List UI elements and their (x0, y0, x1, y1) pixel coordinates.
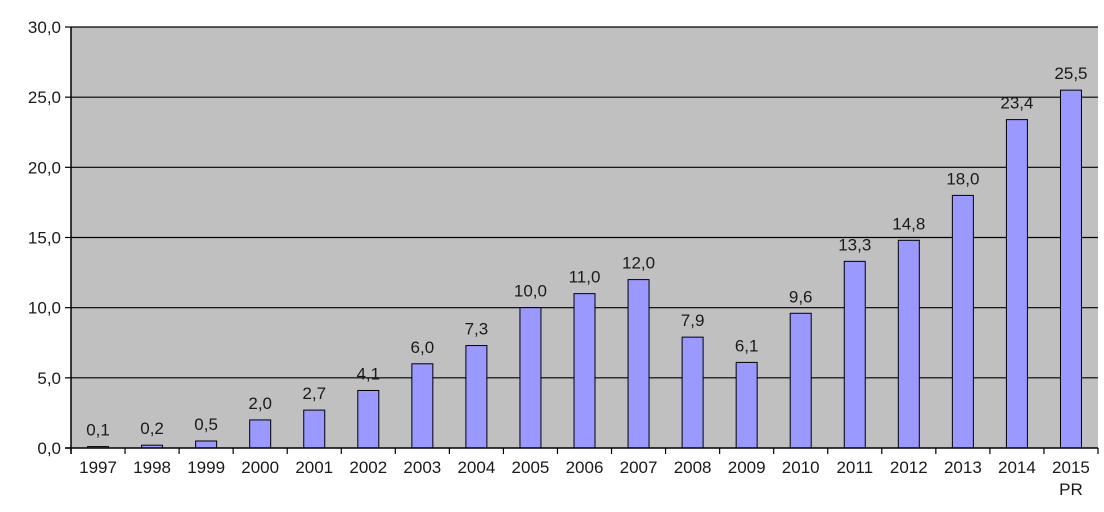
data-labels: 0,1 0,2 0,5 2,0 2,7 4,1 6,0 7,3 10,0 11,0 12,0 7,9 6… (86, 64, 1087, 439)
data-label-2013: 18,0 (946, 169, 979, 188)
bar-2010 (789, 312, 812, 449)
x-tick-label-1999: 1999 (187, 458, 225, 477)
x-tick-label-2011: 2011 (836, 458, 873, 477)
data-label-2005: 10,0 (514, 282, 547, 301)
bar-1999 (195, 440, 218, 449)
data-label-2015: 25,5 (1054, 64, 1087, 83)
data-label-1999: 0,5 (194, 415, 218, 434)
bar-2001 (303, 409, 326, 449)
data-label-2007: 12,0 (622, 254, 655, 273)
x-tick-label-2004: 2004 (457, 458, 495, 477)
data-label-2002: 4,1 (356, 364, 380, 383)
bar-2003 (411, 363, 434, 449)
x-tick-label-2005: 2005 (512, 458, 550, 477)
bar-2005 (519, 307, 542, 449)
data-label-2009: 6,1 (735, 336, 759, 355)
data-label-1997: 0,1 (86, 421, 110, 440)
y-tick-label: 5,0 (37, 369, 61, 388)
x-tick-label-2014: 2014 (998, 458, 1036, 477)
data-label-2014: 23,4 (1000, 94, 1033, 113)
x-tick-sublabel: PR (1059, 480, 1083, 499)
bar-2006 (573, 293, 596, 449)
data-label-2011: 13,3 (838, 235, 871, 254)
x-tick-label-1997: 1997 (79, 458, 117, 477)
x-tick-label-2002: 2002 (349, 458, 387, 477)
x-tick-label-2012: 2012 (890, 458, 928, 477)
x-tick-label-2003: 2003 (403, 458, 441, 477)
bar-2012 (897, 239, 920, 449)
y-tick-label: 10,0 (28, 299, 61, 318)
data-label-2003: 6,0 (411, 338, 435, 357)
bar-2007 (627, 279, 650, 449)
x-tick-label-2007: 2007 (620, 458, 658, 477)
x-tick-label-2013: 2013 (944, 458, 982, 477)
x-tick-label-1998: 1998 (133, 458, 171, 477)
bar-2014 (1005, 119, 1028, 449)
data-label-1998: 0,2 (140, 419, 164, 438)
y-tick-label: 30,0 (28, 18, 61, 37)
x-tick-label-2009: 2009 (728, 458, 766, 477)
y-tick-label: 20,0 (28, 158, 61, 177)
x-tick-label-2015: 2015 (1052, 458, 1090, 477)
x-tick-label-2008: 2008 (674, 458, 712, 477)
x-tick-label-2006: 2006 (566, 458, 604, 477)
data-label-2004: 7,3 (465, 320, 489, 339)
bar-2000 (249, 419, 272, 449)
y-tick-label: 0,0 (37, 439, 61, 458)
data-label-2006: 11,0 (569, 268, 601, 287)
data-label-2010: 9,6 (789, 287, 813, 306)
y-tick-label: 25,0 (28, 88, 61, 107)
y-tick-label: 15,0 (28, 229, 61, 248)
data-label-2001: 2,7 (302, 384, 326, 403)
data-label-2012: 14,8 (892, 214, 925, 233)
x-axis: 1997 1998 1999 2000 2001 2002 2003 2004 2005 2006… (65, 447, 1099, 499)
y-axis: 0,0 5,0 10,0 15,0 20,0 25,0 30,0 (28, 18, 72, 458)
bar-2009 (735, 361, 758, 449)
bar-2004 (465, 345, 488, 449)
x-tick-label-2001: 2001 (295, 458, 333, 477)
bar-2008 (681, 336, 704, 449)
data-label-2000: 2,0 (248, 394, 272, 413)
x-tick-label-2010: 2010 (782, 458, 820, 477)
bar-2015 (1059, 89, 1082, 449)
x-tick-label-2000: 2000 (241, 458, 279, 477)
data-label-2008: 7,9 (681, 311, 705, 330)
bar-2011 (843, 260, 866, 449)
bar-2002 (357, 389, 380, 449)
bar-2013 (951, 194, 974, 449)
